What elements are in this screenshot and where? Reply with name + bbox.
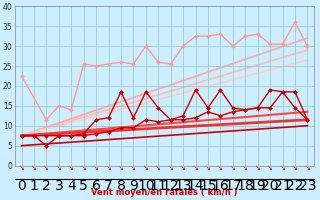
X-axis label: Vent moyen/en rafales ( km/h ): Vent moyen/en rafales ( km/h ) xyxy=(91,188,238,197)
